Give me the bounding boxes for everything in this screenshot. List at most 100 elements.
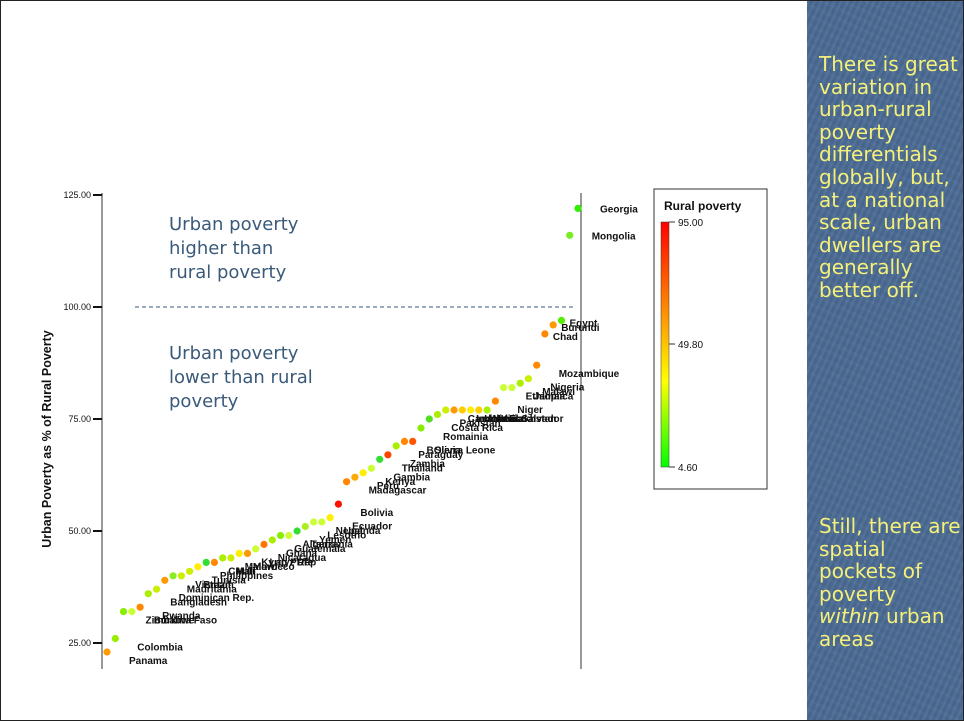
y-ticks: 25.00 50.00 75.00 100.00 125.00 bbox=[63, 190, 102, 648]
point-label: Mexico bbox=[493, 414, 527, 425]
sidebar-text-2a: Still, there are spatial pockets of pove… bbox=[819, 514, 961, 606]
data-point bbox=[194, 563, 202, 571]
point-label: Zimbabwe bbox=[146, 616, 195, 627]
data-point bbox=[310, 518, 318, 526]
point-label: Malawi bbox=[245, 562, 278, 573]
point-label: Peru bbox=[377, 481, 399, 492]
sidebar-text-2: Still, there are spatial pockets of pove… bbox=[819, 515, 961, 651]
data-point bbox=[574, 204, 582, 212]
data-point bbox=[260, 540, 268, 549]
data-point bbox=[202, 558, 210, 567]
data-point bbox=[343, 478, 351, 486]
data-point bbox=[227, 554, 235, 562]
point-label: Guatemala bbox=[294, 544, 346, 555]
annotation-above: Urban poverty higher than rural poverty bbox=[169, 214, 299, 283]
legend-min-value: 4.60 bbox=[678, 463, 698, 474]
annotation-below: Urban poverty lower than rural poverty bbox=[169, 343, 313, 412]
point-label: Rwanda bbox=[162, 611, 201, 622]
point-label: Burundi bbox=[561, 323, 600, 334]
data-point bbox=[301, 522, 309, 531]
point-label: Niger bbox=[517, 405, 543, 416]
data-point bbox=[252, 545, 260, 553]
data-point bbox=[334, 500, 342, 508]
data-point bbox=[450, 406, 458, 414]
annotation-below-line-3: poverty bbox=[169, 391, 239, 412]
data-point bbox=[119, 608, 128, 616]
point-label: Yemen bbox=[319, 535, 351, 546]
data-point bbox=[566, 231, 574, 239]
y-tick-label: 25.00 bbox=[68, 638, 91, 648]
data-point bbox=[359, 469, 367, 477]
data-point bbox=[351, 473, 359, 481]
data-point bbox=[111, 634, 119, 643]
sidebar-panel: There is great variation in urban-rural … bbox=[807, 1, 963, 720]
point-label: BOlivia bbox=[427, 445, 462, 456]
data-point bbox=[549, 321, 557, 329]
sidebar-text-1: There is great variation in urban-rural … bbox=[819, 52, 958, 302]
point-label: Philippines bbox=[220, 571, 274, 582]
axes bbox=[101, 193, 582, 669]
data-points bbox=[103, 204, 582, 656]
legend-mid-value: 49.80 bbox=[678, 340, 703, 351]
data-point bbox=[326, 514, 334, 522]
point-label: Paraguay bbox=[418, 450, 463, 461]
data-point bbox=[376, 455, 384, 463]
point-label: Madagascar bbox=[369, 486, 427, 497]
point-label: Indonesia bbox=[476, 414, 523, 425]
point-label: El Salvador bbox=[509, 414, 564, 425]
data-point bbox=[219, 554, 227, 562]
data-point bbox=[483, 406, 491, 414]
point-label: Nicaragua bbox=[278, 553, 327, 564]
data-point bbox=[458, 406, 466, 414]
data-point bbox=[161, 576, 169, 584]
data-point bbox=[186, 567, 194, 575]
data-point bbox=[433, 410, 442, 419]
legend-title: Rural poverty bbox=[664, 199, 742, 213]
y-tick-label: 50.00 bbox=[68, 526, 91, 536]
point-label: Jamaica bbox=[534, 392, 574, 403]
data-point bbox=[442, 406, 450, 414]
data-point bbox=[500, 384, 508, 392]
point-label: Ethiopia bbox=[526, 392, 566, 403]
point-label: Brazil bbox=[203, 580, 230, 591]
annotation-below-line-2: lower than rural bbox=[169, 367, 313, 388]
legend-box bbox=[653, 188, 768, 490]
data-point bbox=[153, 585, 161, 593]
data-point bbox=[235, 549, 243, 558]
annotation-below-line-1: Urban poverty bbox=[169, 343, 299, 364]
point-label: Mozambique bbox=[559, 369, 620, 380]
point-label: Ghana bbox=[286, 548, 318, 559]
point-label: Thailand bbox=[402, 463, 443, 474]
data-point bbox=[293, 527, 301, 535]
y-tick-label: 100.00 bbox=[63, 302, 91, 312]
data-point bbox=[392, 442, 400, 450]
data-point bbox=[491, 397, 499, 405]
data-point bbox=[285, 531, 293, 540]
data-point bbox=[268, 536, 276, 544]
point-label: Malawi bbox=[542, 387, 575, 398]
data-point bbox=[103, 648, 111, 656]
point-label: India bbox=[484, 414, 508, 425]
data-point bbox=[128, 608, 136, 616]
data-point bbox=[384, 451, 392, 459]
annotation-above-line-2: higher than bbox=[169, 238, 273, 259]
y-tick-label: 75.00 bbox=[68, 414, 91, 424]
point-label: Burkina Faso bbox=[154, 616, 217, 627]
legend-color-bar bbox=[660, 221, 670, 468]
point-label: Kazakhstan bbox=[501, 414, 557, 425]
data-point bbox=[177, 572, 185, 580]
data-point bbox=[318, 518, 326, 526]
y-tick-label: 125.00 bbox=[63, 190, 91, 200]
point-label: Kenya bbox=[385, 477, 415, 488]
data-point bbox=[367, 464, 375, 472]
point-label: Tanzania bbox=[311, 540, 353, 551]
point-label: Bolivia bbox=[360, 508, 393, 519]
data-point bbox=[210, 558, 218, 567]
point-label: Pakistan bbox=[460, 419, 501, 430]
point-label: Nigeria bbox=[550, 383, 584, 394]
y-axis-label: Urban Poverty as % of Rural Poverty bbox=[40, 330, 54, 547]
data-point bbox=[557, 316, 566, 324]
data-point bbox=[425, 415, 433, 423]
data-point bbox=[276, 531, 285, 540]
